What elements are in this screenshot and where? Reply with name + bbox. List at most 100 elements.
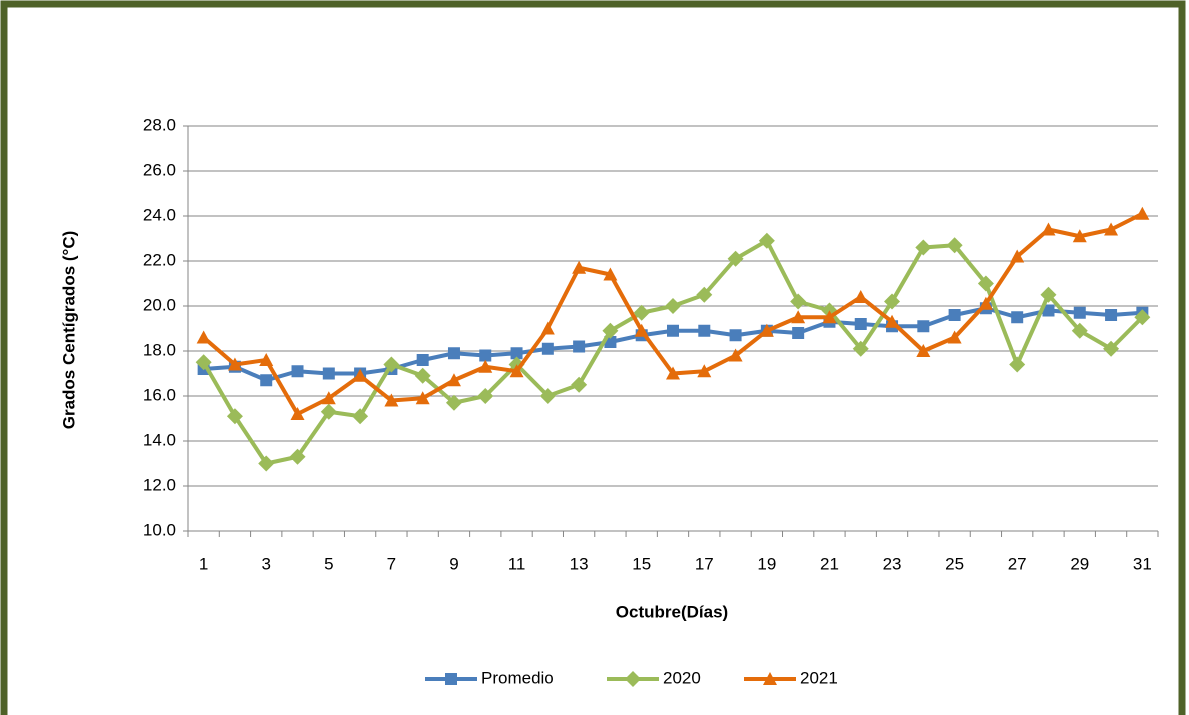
y-tick-label: 20.0 [143, 295, 176, 314]
y-tick-label: 10.0 [143, 520, 176, 539]
marker [1104, 222, 1119, 236]
x-tick-label: 19 [757, 554, 776, 573]
x-tick-label: 21 [820, 554, 839, 573]
marker [195, 354, 212, 371]
legend-label: 2021 [800, 668, 838, 687]
marker [948, 309, 961, 321]
marker [414, 367, 431, 384]
marker [602, 322, 619, 339]
marker [633, 304, 650, 321]
legend-label: Promedio [481, 668, 554, 687]
x-tick-label: 31 [1133, 554, 1152, 573]
marker [947, 330, 962, 344]
x-tick-label: 1 [199, 554, 208, 573]
marker [479, 349, 492, 362]
marker [698, 324, 711, 337]
marker [572, 260, 587, 274]
marker [1010, 249, 1025, 263]
x-tick-label: 3 [261, 554, 270, 573]
marker [946, 237, 963, 254]
marker [854, 318, 867, 330]
marker [885, 314, 900, 328]
marker [352, 408, 369, 425]
y-tick-label: 18.0 [143, 340, 176, 359]
marker [884, 293, 901, 310]
marker [603, 267, 618, 281]
x-tick-label: 23 [883, 554, 902, 573]
marker [321, 391, 336, 405]
marker [539, 388, 556, 404]
marker [259, 353, 274, 366]
y-tick-label: 24.0 [143, 205, 176, 224]
y-axis-title: Grados Centígrados (°C) [59, 231, 78, 430]
y-tick-label: 12.0 [143, 475, 176, 494]
marker [445, 673, 457, 685]
marker [260, 374, 273, 387]
marker [226, 408, 243, 425]
marker [1135, 206, 1150, 220]
marker [853, 290, 868, 303]
x-tick-label: 5 [324, 554, 333, 573]
marker [790, 293, 807, 310]
marker [915, 239, 932, 256]
marker [917, 320, 930, 333]
x-tick-label: 27 [1008, 554, 1027, 573]
marker [384, 393, 399, 407]
marker [477, 388, 494, 404]
marker [625, 671, 641, 687]
marker [290, 407, 305, 420]
marker [1041, 222, 1056, 236]
y-tick-label: 16.0 [143, 385, 176, 404]
marker [1009, 356, 1026, 373]
y-tick-label: 14.0 [143, 430, 176, 449]
marker [258, 455, 275, 472]
marker [822, 310, 837, 324]
x-axis-title: Octubre(Días) [616, 602, 728, 621]
y-tick-label: 22.0 [143, 250, 176, 269]
x-tick-label: 15 [632, 554, 651, 573]
marker [696, 286, 713, 303]
marker [791, 310, 806, 324]
marker [763, 672, 777, 685]
marker [727, 250, 744, 267]
marker [1040, 286, 1057, 303]
x-tick-label: 7 [387, 554, 396, 573]
marker [509, 364, 524, 378]
marker [916, 344, 931, 357]
y-tick-label: 28.0 [143, 115, 176, 134]
marker [1042, 304, 1055, 317]
marker [416, 354, 429, 366]
marker [667, 324, 679, 337]
marker [196, 330, 211, 344]
marker [729, 329, 742, 342]
legend-label: 2020 [663, 668, 701, 687]
marker [666, 366, 680, 380]
marker [571, 376, 588, 393]
marker [1105, 309, 1118, 321]
marker [541, 342, 554, 355]
marker [291, 365, 304, 378]
marker [447, 347, 460, 360]
marker [1103, 340, 1120, 357]
y-tick-label: 26.0 [143, 160, 176, 179]
marker [728, 348, 743, 362]
marker [758, 232, 775, 249]
marker [510, 347, 523, 360]
marker [478, 359, 493, 373]
marker [540, 321, 555, 335]
marker [697, 364, 712, 378]
marker [320, 403, 337, 420]
x-tick-label: 25 [945, 554, 964, 573]
marker [977, 275, 994, 292]
x-tick-label: 13 [570, 554, 589, 573]
x-tick-label: 29 [1070, 554, 1089, 573]
marker [1073, 306, 1086, 319]
marker [415, 391, 430, 405]
marker [852, 340, 869, 357]
x-tick-label: 17 [695, 554, 714, 573]
marker [289, 448, 306, 465]
marker [227, 357, 242, 371]
marker [353, 368, 368, 382]
marker [573, 340, 586, 353]
